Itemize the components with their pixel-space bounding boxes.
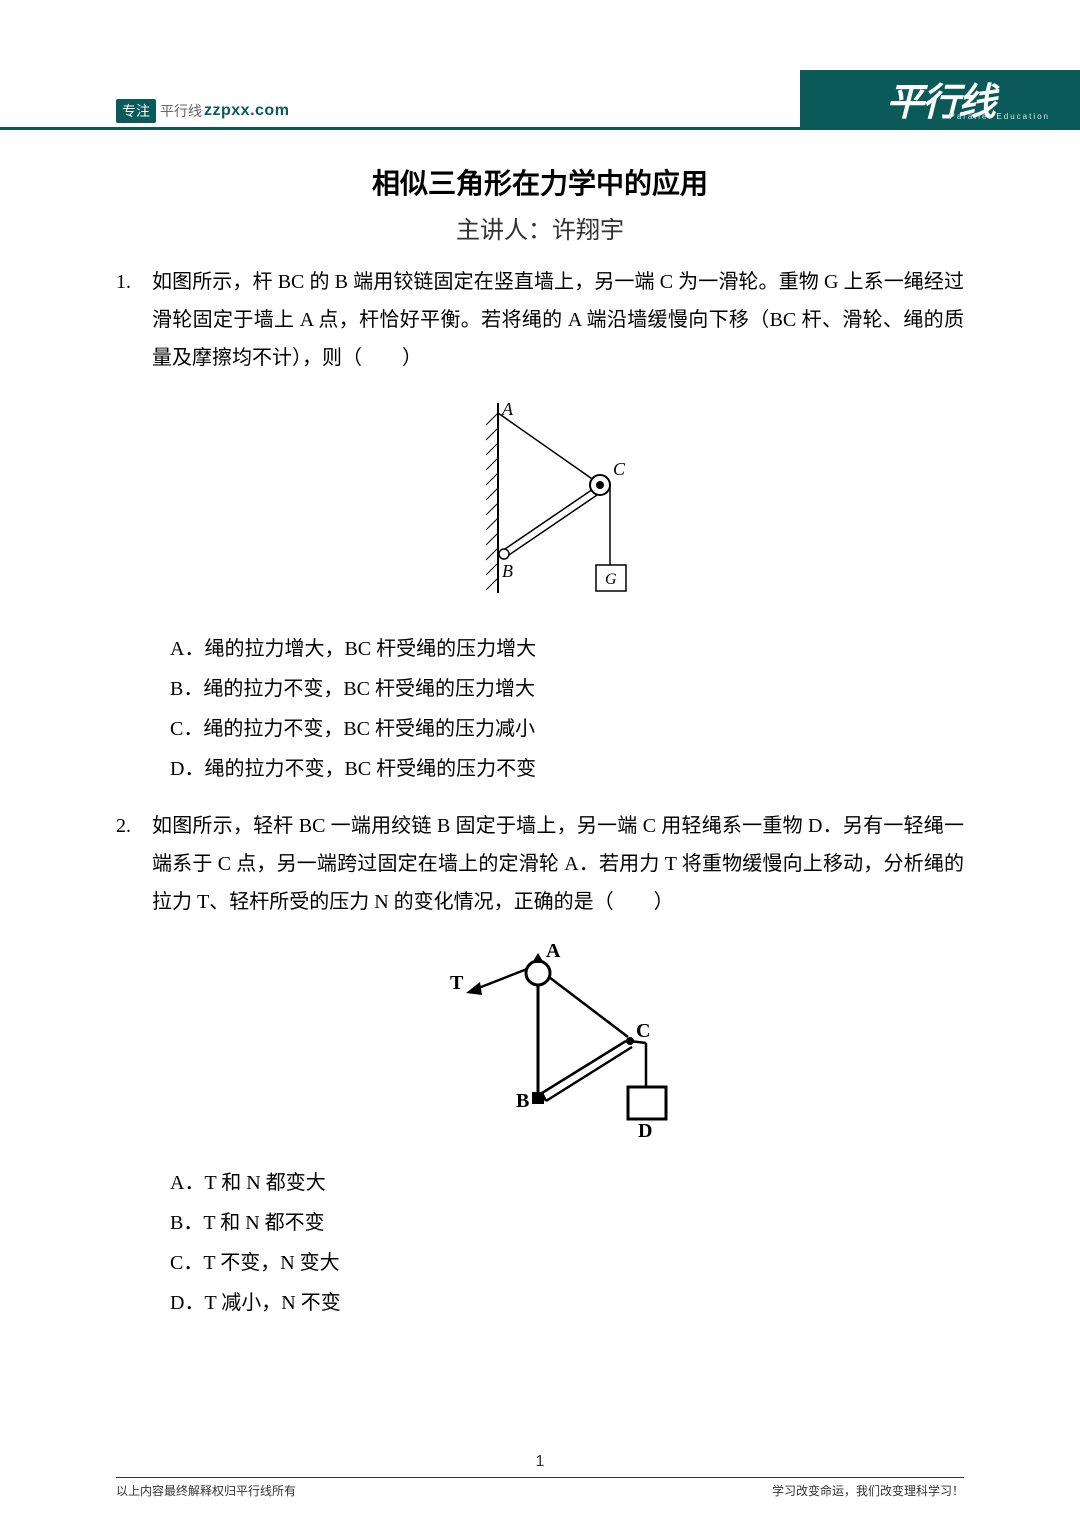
label-B: B <box>516 1090 529 1112</box>
header-subtag: 平行线 <box>160 101 202 121</box>
question-text: 如图所示，轻杆 BC 一端用绞链 B 固定于墙上，另一端 C 用轻绳系一重物 D… <box>152 807 964 921</box>
question-body: 如图所示，杆 BC 的 B 端用铰链固定在竖直墙上，另一端 C 为一滑轮。重物 … <box>152 263 964 789</box>
page-number: 1 <box>0 1453 1080 1471</box>
option-A: A．T 和 N 都变大 <box>170 1163 964 1203</box>
header-bar: 专注 平行线 zzpxx.com 平行线 Parallel Education <box>0 80 1080 130</box>
label-G: G <box>605 571 617 588</box>
label-C: C <box>636 1020 650 1042</box>
footer: 以上内容最终解释权归平行线所有 学习改变命运，我们改变理科学习！ <box>116 1477 964 1499</box>
option-B: B．T 和 N 都不变 <box>170 1203 964 1243</box>
option-C: C．绳的拉力不变，BC 杆受绳的压力减小 <box>170 709 964 749</box>
question-body: 如图所示，轻杆 BC 一端用绞链 B 固定于墙上，另一端 C 用轻绳系一重物 D… <box>152 807 964 1323</box>
header-left: 专注 平行线 zzpxx.com <box>116 99 289 123</box>
option-A: A．绳的拉力增大，BC 杆受绳的压力增大 <box>170 629 964 669</box>
diagram-2: A B C D T <box>428 937 688 1147</box>
option-C: C．T 不变，N 变大 <box>170 1243 964 1283</box>
label-T: T <box>450 972 464 994</box>
label-A: A <box>501 399 514 419</box>
content: 相似三角形在力学中的应用 主讲人：许翔宇 1. 如图所示，杆 BC 的 B 端用… <box>116 150 964 1323</box>
options-2: A．T 和 N 都变大 B．T 和 N 都不变 C．T 不变，N 变大 D．T … <box>170 1163 964 1323</box>
option-D: D．T 减小，N 不变 <box>170 1283 964 1323</box>
figure-2: A B C D T <box>152 937 964 1147</box>
question-text: 如图所示，杆 BC 的 B 端用铰链固定在竖直墙上，另一端 C 为一滑轮。重物 … <box>152 263 964 377</box>
question-1: 1. 如图所示，杆 BC 的 B 端用铰链固定在竖直墙上，另一端 C 为一滑轮。… <box>116 263 964 789</box>
header-url: zzpxx.com <box>204 102 289 120</box>
diagram-1: G A B C <box>458 393 658 613</box>
header-tag: 专注 <box>116 99 156 123</box>
option-D: D．绳的拉力不变，BC 杆受绳的压力不变 <box>170 749 964 789</box>
page-subtitle: 主讲人：许翔宇 <box>116 210 964 245</box>
footer-left: 以上内容最终解释权归平行线所有 <box>116 1482 296 1499</box>
label-D: D <box>638 1120 652 1142</box>
options-1: A．绳的拉力增大，BC 杆受绳的压力增大 B．绳的拉力不变，BC 杆受绳的压力增… <box>170 629 964 789</box>
label-A: A <box>546 940 561 962</box>
question-number: 1. <box>116 263 152 789</box>
label-C: C <box>613 459 626 479</box>
footer-right: 学习改变命运，我们改变理科学习！ <box>772 1482 964 1499</box>
header-logo-block: 平行线 Parallel Education <box>800 70 1080 127</box>
question-2: 2. 如图所示，轻杆 BC 一端用绞链 B 固定于墙上，另一端 C 用轻绳系一重… <box>116 807 964 1323</box>
figure-1: G A B C <box>152 393 964 613</box>
option-B: B．绳的拉力不变，BC 杆受绳的压力增大 <box>170 669 964 709</box>
question-number: 2. <box>116 807 152 1323</box>
page-title: 相似三角形在力学中的应用 <box>116 162 964 202</box>
logo-subtext: Parallel Education <box>950 112 1050 121</box>
label-B: B <box>502 561 513 581</box>
